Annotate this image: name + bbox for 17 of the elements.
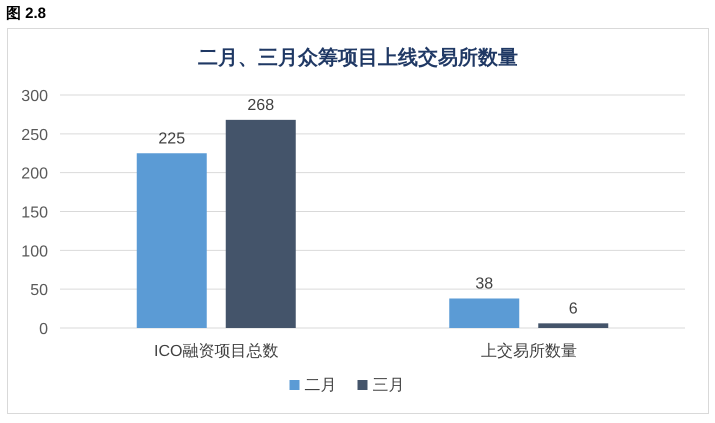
data-label: 225 (158, 130, 186, 148)
y-tick-label: 200 (21, 166, 48, 183)
legend-label: 二月 (304, 377, 336, 394)
x-tick-label: 上交易所数量 (480, 342, 577, 360)
y-tick-label: 250 (21, 126, 48, 144)
data-label: 38 (475, 275, 494, 292)
legend-label: 三月 (372, 377, 404, 394)
data-label: 6 (568, 300, 578, 318)
title: 二月、三月众筹项目上线交易所数量 (198, 47, 518, 69)
annotation: 图 2.8 (6, 5, 46, 22)
y-tick-label: 150 (21, 204, 48, 222)
y-tick-label: 100 (21, 243, 48, 260)
y-tick-label: 300 (21, 88, 48, 105)
x-tick-label: ICO融资项目总数 (154, 342, 278, 360)
y-tick-label: 0 (39, 321, 48, 338)
data-label: 268 (247, 96, 274, 114)
y-tick-label: 50 (30, 282, 48, 300)
